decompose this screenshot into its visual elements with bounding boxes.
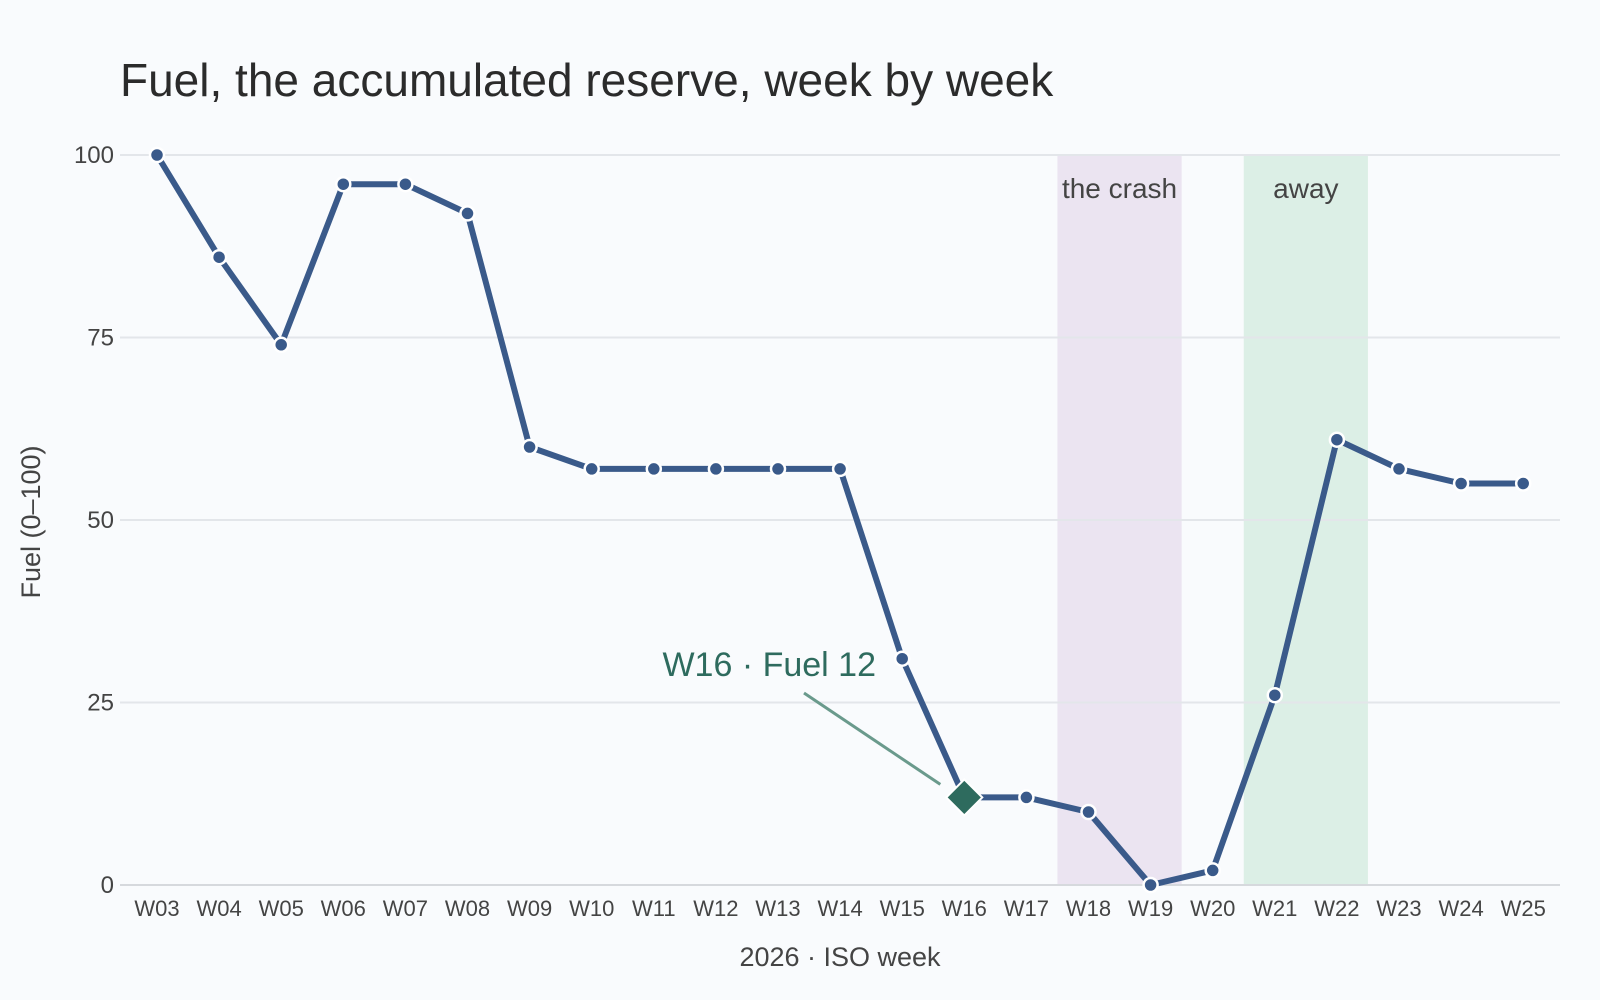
- x-tick-label: W15: [880, 896, 925, 921]
- data-point-W07: [397, 175, 414, 193]
- x-axis-label: 2026 · ISO week: [739, 942, 941, 972]
- x-tick-label: W03: [134, 896, 179, 921]
- x-tick-label: W21: [1252, 896, 1297, 921]
- y-tick-label: 100: [74, 142, 114, 169]
- x-tick-label: W09: [507, 896, 552, 921]
- x-tick-label: W12: [693, 896, 738, 921]
- data-point-W17: [1018, 789, 1035, 806]
- data-point-W11: [645, 460, 663, 478]
- data-point-W10: [583, 460, 600, 478]
- series-fuel: [148, 146, 1532, 894]
- annotation-marker: [944, 777, 984, 817]
- data-point-W06: [335, 175, 352, 193]
- x-tick-label: W16: [942, 896, 987, 921]
- data-point-W19: [1142, 876, 1159, 894]
- data-point-W03: [148, 146, 166, 164]
- x-tick-label: W04: [196, 896, 241, 921]
- x-tick-label: W07: [383, 896, 428, 921]
- x-tick-label: W14: [817, 896, 862, 921]
- x-axis-ticks: W03 W04 W05 W06 W07 W08 W09 W10 W11 W12 W13 W14 W15 W…: [134, 896, 1545, 921]
- annotation: W16 · Fuel 12: [662, 646, 984, 817]
- data-point-W08: [459, 205, 476, 222]
- y-tick-label: 75: [87, 325, 114, 352]
- y-tick-label: 0: [101, 872, 114, 899]
- x-tick-label: W13: [755, 896, 800, 921]
- y-axis-label: Fuel (0–100): [16, 445, 46, 598]
- y-tick-label: 25: [87, 690, 114, 717]
- data-point-W15: [893, 650, 911, 667]
- data-point-W12: [707, 460, 725, 478]
- data-point-W24: [1452, 475, 1470, 492]
- y-axis-ticks: 0 25 50 75 100: [74, 142, 114, 899]
- x-tick-label: W22: [1314, 896, 1359, 921]
- data-point-W05: [272, 336, 290, 354]
- x-tick-label: W17: [1004, 896, 1049, 921]
- y-tick-label: 50: [87, 507, 114, 534]
- x-tick-label: W08: [445, 896, 490, 921]
- data-point-W09: [521, 438, 538, 456]
- annotation-leader-line: [803, 691, 942, 786]
- data-point-W14: [831, 460, 849, 478]
- x-tick-label: W19: [1128, 896, 1173, 921]
- x-tick-label: W05: [259, 896, 304, 921]
- x-tick-label: W11: [632, 896, 676, 921]
- data-point-W22: [1328, 431, 1346, 448]
- data-point-W13: [769, 460, 787, 478]
- data-point-W23: [1390, 460, 1408, 478]
- band-label-0: the crash: [1062, 173, 1177, 204]
- data-point-W18: [1080, 803, 1097, 821]
- x-tick-label: W10: [569, 896, 614, 921]
- annotation-label: W16 · Fuel 12: [662, 646, 876, 684]
- x-tick-label: W06: [321, 896, 366, 921]
- x-tick-label: W20: [1190, 896, 1235, 921]
- x-tick-label: W25: [1501, 896, 1546, 921]
- data-point-W04: [210, 248, 228, 266]
- x-tick-label: W18: [1066, 896, 1111, 921]
- band-label-1: away: [1273, 173, 1338, 204]
- data-point-W20: [1204, 862, 1221, 879]
- data-point-W21: [1266, 686, 1284, 704]
- x-tick-label: W24: [1438, 896, 1483, 921]
- chart-title: Fuel, the accumulated reserve, week by w…: [120, 54, 1054, 106]
- x-tick-label: W23: [1376, 896, 1421, 921]
- data-point-W25: [1514, 475, 1532, 492]
